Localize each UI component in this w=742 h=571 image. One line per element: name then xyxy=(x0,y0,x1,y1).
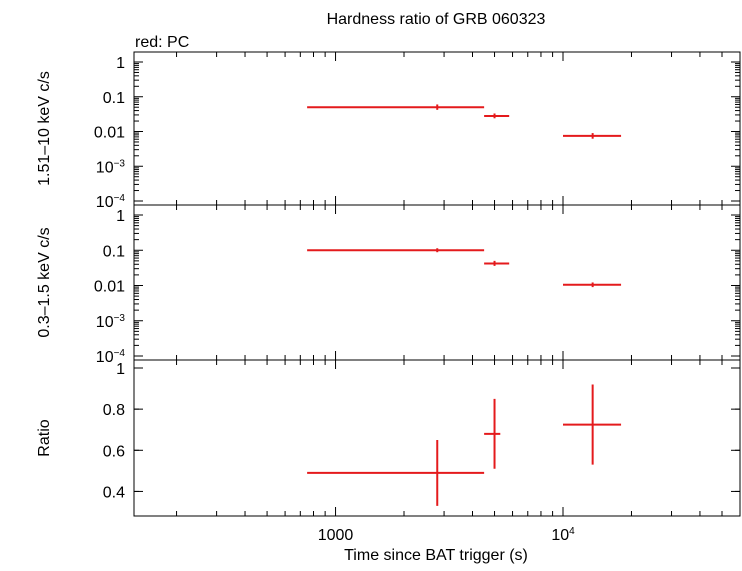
data-point-ratio-2 xyxy=(563,384,622,465)
y-axis-label-soft: 0.3–1.5 keV c/s xyxy=(36,227,53,337)
data-point-ratio-0 xyxy=(307,440,485,506)
data-point-hard-0 xyxy=(307,104,485,110)
y-tick-label: 0.8 xyxy=(103,402,125,419)
y-tick-label: 10−4 xyxy=(96,348,126,366)
y-tick-label: 10−3 xyxy=(96,313,126,331)
panel-soft: 1 0.1 0.01 10−3 10−4 0.3–1.5 keV c/s xyxy=(36,204,741,366)
chart-title: Hardness ratio of GRB 060323 xyxy=(327,11,546,28)
x-tick-label: 104 xyxy=(551,526,575,544)
y-axis-label-ratio: Ratio xyxy=(36,419,53,456)
data-point-soft-1 xyxy=(484,260,510,266)
y-tick-label: 1 xyxy=(116,55,125,72)
y-tick-label: 10−4 xyxy=(96,193,126,211)
y-tick-label: 0.1 xyxy=(103,243,125,260)
panel-hard: 1 0.1 0.01 10−3 10−4 1.51–10 keV c/s xyxy=(36,51,741,211)
y-tick-label: 1 xyxy=(116,208,125,225)
data-point-ratio-1 xyxy=(484,398,501,469)
chart-subtitle: red: PC xyxy=(135,34,189,51)
panel-frame-ratio xyxy=(133,359,741,517)
y-tick-label: 1 xyxy=(116,361,125,378)
data-point-hard-2 xyxy=(563,133,622,139)
data-point-soft-2 xyxy=(563,282,622,288)
y-tick-label: 0.01 xyxy=(94,279,125,296)
panel-frame-hard xyxy=(133,51,741,206)
panel-frame-soft xyxy=(133,204,741,361)
y-tick-label: 0.1 xyxy=(103,90,125,107)
x-tick-labels: 1000104105 xyxy=(318,526,575,544)
x-tick-label: 1000 xyxy=(318,527,354,544)
y-tick-label: 0.6 xyxy=(103,443,125,460)
y-tick-label: 10−3 xyxy=(96,158,126,176)
data-point-hard-1 xyxy=(484,113,510,119)
y-tick-label: 0.01 xyxy=(94,125,125,142)
panel-ratio: 0.4 0.6 0.8 1 Ratio xyxy=(36,359,741,517)
data-point-soft-0 xyxy=(307,248,485,253)
y-tick-label: 0.4 xyxy=(103,484,125,501)
x-axis-label: Time since BAT trigger (s) xyxy=(344,547,528,564)
y-axis-label-hard: 1.51–10 keV c/s xyxy=(36,71,53,186)
